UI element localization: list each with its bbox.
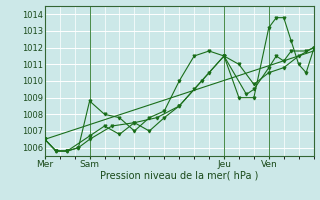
X-axis label: Pression niveau de la mer( hPa ): Pression niveau de la mer( hPa )	[100, 171, 258, 181]
